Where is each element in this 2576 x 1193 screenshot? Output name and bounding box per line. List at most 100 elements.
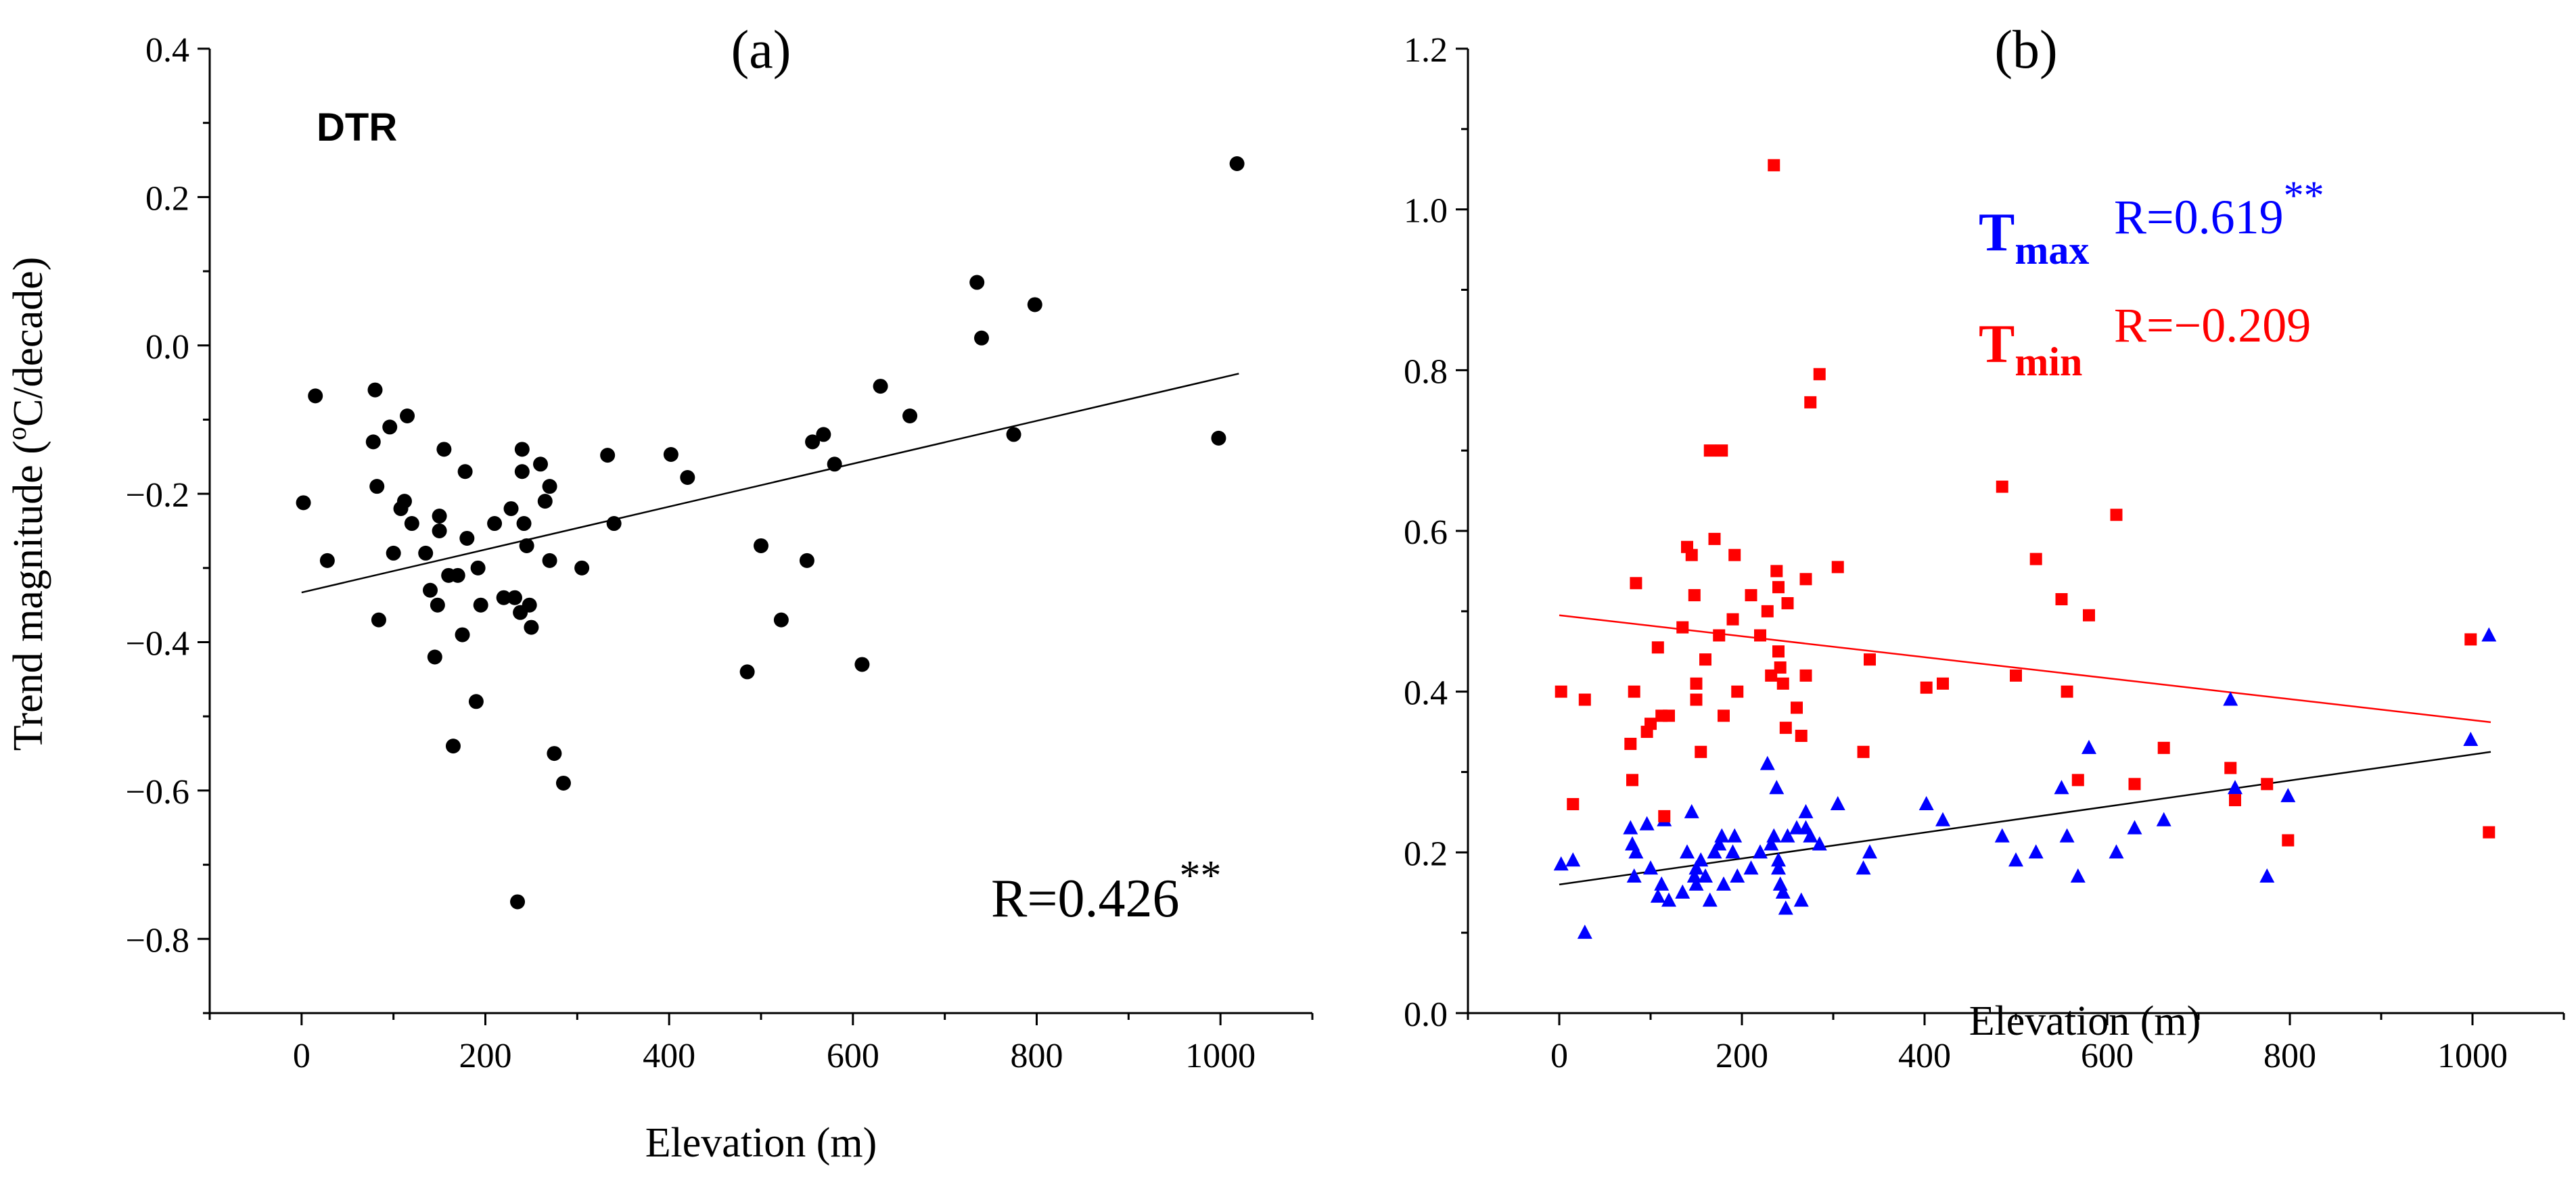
panel-a-dtr-point (1229, 156, 1245, 172)
panel-a-dtr-point (459, 530, 475, 546)
panel-b-tmin-point (1630, 577, 1642, 590)
panel-b-tmin-point (2261, 778, 2274, 791)
panel-b-tmax-point (2109, 844, 2124, 859)
panel-a-dtr-point (367, 382, 383, 398)
panel-b-tmin-point (1996, 480, 2008, 493)
panel-a-dtr-point (542, 479, 557, 494)
panel-b-tmax-point (1623, 820, 1638, 835)
panel-a-dtr-point (396, 494, 412, 509)
panel-a-dtr-point (371, 612, 386, 628)
panel-a-axes: −0.8 −0.6 −0.4 −0.2 0.0 0.2 0.4 0 200 400 600 800 10… (126, 31, 1314, 1075)
panel-b-y-tick-label: 1.2 (1404, 31, 1448, 70)
panel-b-tmax-point (1707, 844, 1722, 859)
panel-b-tmin-point (2110, 509, 2123, 521)
panel-a-dtr-point (514, 464, 530, 479)
panel-a-y-tick-label: 0.0 (145, 328, 189, 367)
panel-a-dtr-point (547, 746, 562, 762)
panel-b-tmin-point (1726, 613, 1739, 626)
panel-b-tmin-point (2229, 794, 2241, 807)
panel-b-tmin-point (1776, 677, 1789, 690)
panel-a-x-axis-label: Elevation (m) (645, 1120, 877, 1166)
panel-b-tmin-point (1731, 685, 1744, 698)
panel-a-dtr-point (514, 442, 530, 457)
panel-b-tmin-point (1676, 621, 1689, 634)
panel-a-x-tick-label: 1000 (1185, 1037, 1256, 1075)
panel-a-dtr-point (902, 408, 918, 423)
panel-b-tmin-point (1791, 701, 1803, 714)
panel-b-x-tick-label: 400 (1898, 1037, 1951, 1075)
panel-a-dtr-point (555, 775, 571, 791)
panel-a-dtr-point (468, 694, 484, 709)
panel-b-tmin-point (1795, 730, 1808, 743)
panel-a-dtr-point (606, 516, 622, 532)
panel-a-title: (a) (731, 20, 791, 80)
panel-b-tmin-point (1728, 548, 1741, 561)
panel-b-tmax-point (1686, 868, 1702, 883)
panel-a-dtr-point (445, 739, 461, 754)
panel-b-tmax-point (1711, 836, 1727, 851)
panel-b-tmin-point (2464, 633, 2477, 646)
panel-b-tmax-point (1862, 844, 1877, 859)
panel-a-dtr-point (400, 408, 415, 423)
panel-a-y-tick-label: −0.8 (126, 921, 189, 960)
panel-b-tmax-point (1693, 852, 1709, 867)
panel-b-tmin-point (2061, 685, 2073, 698)
panel-b-tmax-point (2028, 844, 2044, 859)
panel-b-tmax-point (1780, 828, 1795, 843)
panel-b-tmax-point (1856, 860, 1871, 875)
panel-b-tmin-point (1663, 709, 1675, 722)
panel-b-tmin-point (1745, 589, 1757, 602)
panel-a-dtr-point (519, 538, 534, 553)
legend-tmin-r: R=−0.209 (2114, 298, 2311, 352)
panel-b-tmax-point (1628, 844, 1644, 859)
panel-b-tmax-point (1760, 755, 1775, 770)
panel-b-tmax-point (1650, 888, 1665, 903)
panel-b-tmax-point (1577, 925, 1592, 939)
panel-b-tmax-point (1626, 868, 1642, 883)
panel-b-tmin-point (1831, 561, 1844, 574)
panel-a-dtr-point (663, 447, 678, 463)
panel-b-tmax-point (1830, 796, 1845, 811)
panel-a-dtr-point (516, 516, 532, 532)
panel-b-tmax-point (1688, 860, 1704, 875)
panel-b-y-tick-label: 0.8 (1404, 352, 1448, 391)
panel-b-tmin-point (1804, 396, 1817, 408)
panel-a-dtr-point (1211, 430, 1226, 446)
panel-b-tmax-point (1812, 836, 1827, 851)
panel-b-tmin-point (1799, 669, 1812, 682)
panel-a-x-tick-label: 400 (643, 1037, 695, 1075)
panel-a-dtr-point (496, 590, 511, 605)
panel-a-dtr-point (455, 627, 470, 642)
panel-a-dtr-point (487, 516, 503, 532)
panel-b-tmax-point (1688, 876, 1704, 891)
panel-b-x-tick-label: 200 (1716, 1037, 1768, 1075)
panel-b-tmax-point (1716, 876, 1731, 891)
panel-a-dtr-point (430, 597, 445, 613)
panel-b-tmin-point (1555, 685, 1567, 698)
panel-a-x-tick-label: 200 (459, 1037, 512, 1075)
panel-b-tmin-point (1690, 677, 1703, 690)
panel-b-tmax-point (1714, 828, 1730, 843)
panel-b-tmin-point (2029, 553, 2042, 565)
panel-b-tmin-point (1708, 532, 1721, 545)
panel-b-tmax-point (2127, 820, 2142, 835)
panel-b-tmax-point (1803, 828, 1818, 843)
panel-b-tmin-point (1658, 810, 1671, 822)
panel-b-tmin-point (2157, 741, 2170, 754)
panel-a-y-tick-label: 0.4 (145, 31, 189, 70)
panel-a-dtr-point (510, 894, 526, 910)
panel-a-dtr-point (432, 509, 447, 524)
panel-b-tmin-point (1779, 722, 1792, 734)
panel-a-dtr-point (423, 582, 438, 598)
panel-b-tmax-point (2259, 868, 2275, 883)
panel-b-tmin-point (2083, 609, 2095, 622)
panel-a-dtr-label: DTR (317, 106, 397, 149)
panel-a-dtr-point (600, 448, 616, 463)
panel-b-tmin-point (1578, 693, 1591, 706)
panel-b-tmax-point (2008, 852, 2023, 867)
panel-b-tmin-point (1624, 737, 1637, 750)
panel-a-dtr-point (296, 495, 311, 511)
panel-a-dtr-point (524, 619, 539, 635)
panel-b-tmax-point (2280, 788, 2296, 803)
panel-a-dtr-point (533, 457, 548, 472)
